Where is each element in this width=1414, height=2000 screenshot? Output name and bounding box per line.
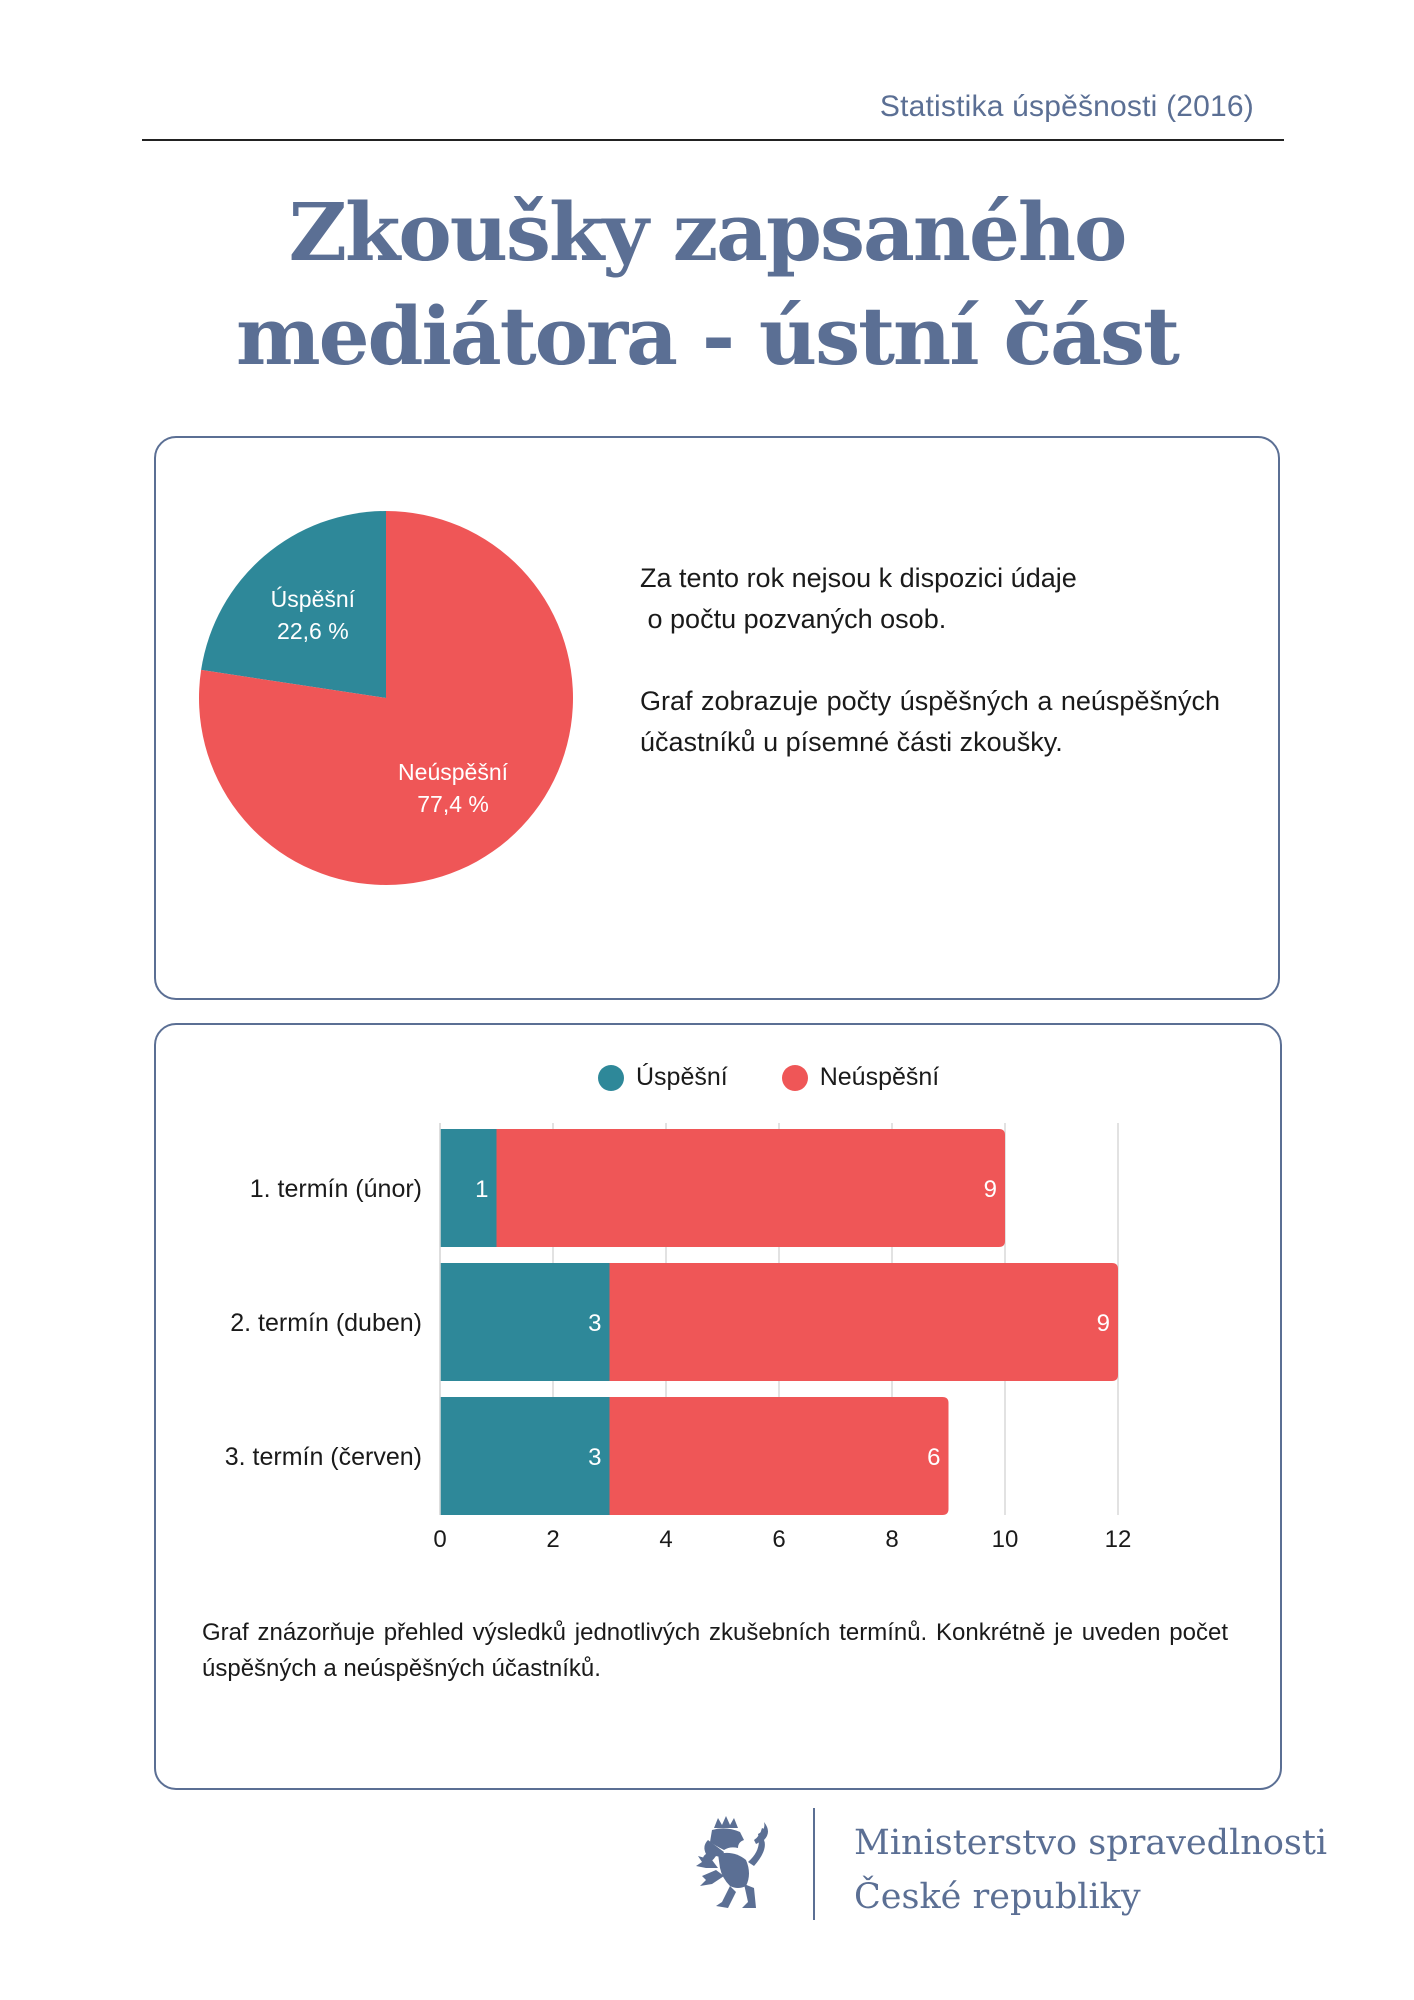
x-tick-label-2: 4 (659, 1526, 672, 1553)
x-tick-label-4: 8 (885, 1526, 898, 1553)
footer-divider (813, 1808, 815, 1920)
pie-slice-label-1: Neúspěšní (398, 759, 509, 785)
header-divider (142, 139, 1284, 141)
x-tick-label-6: 12 (1105, 1526, 1132, 1553)
bar-2-0 (440, 1397, 610, 1515)
pie-chart-card: Úspěšní 22,6 % Neúspěšní 77,4 % Za tento ro… (154, 436, 1280, 1000)
legend-label-success: Úspěšní (636, 1063, 728, 1091)
pie-slice-label-0: Úspěšní (271, 586, 356, 612)
pie-slice-1 (199, 511, 573, 885)
bar-value-label-2-0: 3 (588, 1444, 601, 1471)
x-tick-label-5: 10 (992, 1526, 1019, 1553)
bar-value-label-1-1: 9 (1097, 1310, 1110, 1337)
pie-description-paragraph-2: Graf zobrazuje počty úspěšných a neúspěš… (640, 686, 1220, 757)
ministry-name-line-2: České republiky (854, 1877, 1141, 1917)
ministry-name: Ministerstvo spravedlnosti České republi… (854, 1816, 1327, 1924)
legend-label-fail: Neúspěšní (819, 1063, 940, 1091)
ministry-name-line-1: Ministerstvo spravedlnosti (854, 1823, 1328, 1863)
bar-1-0 (440, 1263, 610, 1381)
czech-lion-icon (696, 1816, 768, 1908)
bar-0-1 (496, 1129, 1005, 1247)
legend-item-success: Úspěšní (598, 1063, 728, 1092)
pie-slice-value-0: 22,6 % (277, 618, 349, 644)
x-tick-label-1: 2 (546, 1526, 559, 1553)
bar-value-label-1-0: 3 (588, 1310, 601, 1337)
bar-0-0 (440, 1129, 497, 1247)
pie-description-line-1: Za tento rok nejsou k dispozici údaje (640, 563, 1077, 593)
bar-value-label-0-1: 9 (984, 1176, 997, 1203)
pie-description-paragraph-1: Za tento rok nejsou k dispozici údaje o … (640, 558, 1220, 640)
legend-dot-success (598, 1064, 624, 1091)
pie-description-line-2: o počtu pozvaných osob. (647, 604, 947, 634)
bar-description: Graf znázorňuje přehled výsledků jednotl… (202, 1619, 1228, 1682)
pie-description: Za tento rok nejsou k dispozici údaje o … (640, 558, 1220, 804)
legend-item-fail: Neúspěšní (781, 1063, 940, 1092)
category-label-1: 2. termín (duben) (230, 1309, 422, 1337)
bar-value-label-0-0: 1 (475, 1176, 488, 1203)
page-title-line-2: mediátora - ústní část (235, 289, 1180, 383)
bar-2-1 (609, 1397, 949, 1515)
bar-chart: 0 2 4 6 8 10 12 1. termín (únor) 1 9 2. termín (du… (225, 1123, 1132, 1553)
pie-slice-value-1: 77,4 % (417, 791, 489, 817)
category-label-2: 3. termín (červen) (225, 1443, 422, 1471)
chart-legend: Úspěšní Neúspěšní (598, 1063, 939, 1092)
page-title: Zkoušky zapsaného mediátora - ústní část (0, 180, 1414, 388)
bar-value-label-2-1: 6 (927, 1444, 940, 1471)
x-tick-label-0: 0 (433, 1526, 446, 1553)
x-tick-label-3: 6 (772, 1526, 785, 1553)
header-label: Statistika úspěšnosti (2016) (879, 90, 1254, 123)
bar-1-1 (609, 1263, 1118, 1381)
bar-chart-card: 0 2 4 6 8 10 12 1. termín (únor) 1 9 2. termín (du… (154, 1023, 1282, 1790)
page-title-line-1: Zkoušky zapsaného (288, 185, 1128, 279)
pie-slice-0 (201, 511, 386, 698)
category-label-0: 1. termín (únor) (250, 1175, 422, 1203)
pie-chart: Úspěšní 22,6 % Neúspěšní 77,4 % (199, 511, 573, 885)
legend-dot-fail (781, 1064, 808, 1091)
